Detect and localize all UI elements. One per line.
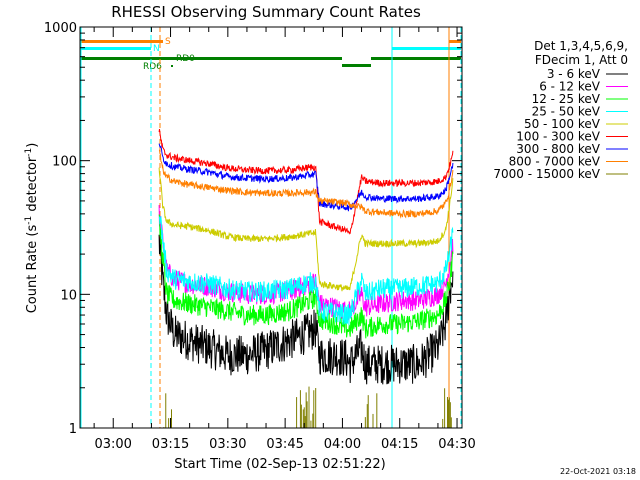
flag-bar-rd0 <box>81 57 342 60</box>
series-line <box>158 149 454 219</box>
x-axis-ticks: 03:00 03:15 03:30 03:45 04:00 04:15 04:30 <box>93 27 476 452</box>
x-tick-label: 03:00 <box>94 437 131 452</box>
flag-bar-rd0 <box>371 57 461 60</box>
flag-label: RD6 <box>143 62 162 72</box>
x-tick-label: 03:45 <box>266 437 303 452</box>
flag-bar-s <box>81 40 163 43</box>
y-tick-label: 100 <box>52 155 77 170</box>
observing-flags: SN RD0 RD6 <box>81 37 461 72</box>
x-axis-label: Start Time (02-Sep-13 02:51:22) <box>174 457 385 472</box>
flag-label: RD0 <box>176 54 195 64</box>
flag-bar-n <box>392 47 461 50</box>
y-tick-label: 1 <box>69 422 77 437</box>
x-tick-label: 04:30 <box>438 437 475 452</box>
legend-entry-label: 300 - 800 keV <box>516 142 600 156</box>
attenuator-lines <box>80 27 462 428</box>
x-tick-label: 04:15 <box>381 437 418 452</box>
series-line <box>158 129 454 235</box>
x-tick-label: 03:30 <box>209 437 246 452</box>
flag-label: N <box>153 44 160 54</box>
legend-entry-label: 100 - 300 keV <box>516 130 600 144</box>
legend-entry-label: 50 - 100 keV <box>524 117 601 131</box>
legend-entry-label: 7000 - 15000 keV <box>493 167 600 181</box>
timestamp: 22-Oct-2021 03:18 <box>560 467 636 476</box>
series-lines <box>158 129 454 428</box>
legend-entry-label: 3 - 6 keV <box>547 67 601 81</box>
x-tick-label: 04:00 <box>324 437 361 452</box>
legend-header-2: FDecim 1, Att 0 <box>535 53 628 67</box>
y-tick-label: 10 <box>60 288 77 303</box>
flag-bar-s <box>449 40 461 43</box>
x-tick-label: 03:15 <box>152 437 189 452</box>
legend-header-1: Det 1,3,4,5,6,9, <box>534 39 628 53</box>
legend-entry-label: 25 - 50 keV <box>532 105 601 119</box>
plot-frame <box>79 26 463 429</box>
y-axis-label: Count Rate (s-1 detector-1) <box>24 143 40 314</box>
legend-entry-label: 6 - 12 keV <box>539 80 601 94</box>
series-line <box>158 204 454 322</box>
flag-bar-rd0 <box>342 64 371 67</box>
series-line <box>158 167 454 292</box>
flag-bar-n <box>81 47 151 50</box>
series-line <box>158 143 454 212</box>
y-axis-ticks: 1 10 100 1000 <box>44 21 462 437</box>
series-line <box>158 234 454 385</box>
y-tick-label: 1000 <box>44 21 77 36</box>
flag-label: S <box>165 37 171 47</box>
chart-title: RHESSI Observing Summary Count Rates <box>111 3 421 21</box>
flag-dot-rd6 <box>171 65 173 67</box>
legend-entry-label: 12 - 25 keV <box>532 92 601 106</box>
legend-entry-label: 800 - 7000 keV <box>509 155 601 169</box>
series-line <box>158 214 454 339</box>
series-line <box>158 216 454 326</box>
